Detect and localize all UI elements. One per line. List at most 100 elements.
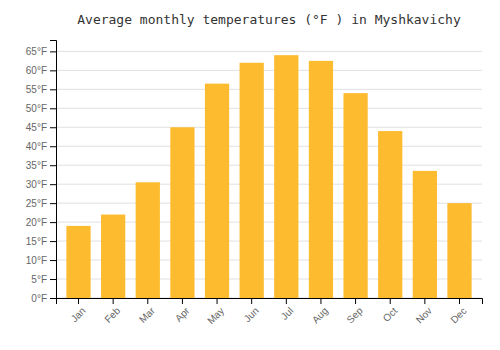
y-tick-label: 50°F: [26, 103, 47, 114]
x-tick: Sep: [344, 298, 365, 325]
y-tick-label: 10°F: [26, 255, 47, 266]
bar: [447, 203, 471, 298]
y-tick-label: 5°F: [31, 274, 47, 285]
y-tick-mark: [50, 279, 56, 280]
y-tick: 20°F: [26, 217, 56, 228]
y-tick-mark: [50, 70, 56, 71]
y-tick: 40°F: [26, 141, 56, 152]
y-tick: 60°F: [26, 65, 56, 76]
y-tick-label: 25°F: [26, 198, 47, 209]
x-tick: May: [205, 298, 226, 326]
x-tick-label: Jan: [69, 305, 88, 324]
x-tick: Feb: [102, 298, 122, 325]
y-tick: 50°F: [26, 103, 56, 114]
x-tick: Aug: [310, 298, 330, 325]
y-tick: 45°F: [26, 122, 56, 133]
grid-line: [56, 165, 482, 166]
y-tick: 10°F: [26, 255, 56, 266]
x-tick: Jul: [279, 298, 296, 322]
y-tick-mark: [50, 203, 56, 204]
chart: 0°F 5°F 10°F 15°F 20°F 25°F 30°F 35°F 40°F 45°F 50…: [0, 0, 500, 350]
y-tick: 0°F: [31, 293, 56, 304]
y-tick: 25°F: [26, 198, 56, 209]
x-tick: Oct: [381, 298, 400, 324]
x-tick-label: Nov: [414, 305, 434, 325]
bars: [66, 55, 471, 298]
x-tick-label: Apr: [173, 305, 192, 324]
grid-line: [56, 70, 482, 71]
grid-line: [56, 51, 482, 52]
x-tick-label: May: [205, 305, 226, 326]
y-tick-mark: [50, 165, 56, 166]
y-tick-label: 0°F: [31, 293, 47, 304]
x-tick-mark: [217, 298, 218, 304]
x-tick: Apr: [173, 298, 192, 324]
y-tick-label: 30°F: [26, 179, 47, 190]
y-tick-mark: [50, 241, 56, 242]
grid-line: [56, 127, 482, 128]
x-tick-mark: [355, 298, 356, 304]
y-tick: 5°F: [31, 274, 56, 285]
x-tick-mark: [459, 298, 460, 304]
x-tick: Jun: [242, 298, 261, 324]
bar: [378, 131, 402, 298]
grid-line: [56, 146, 482, 147]
bar: [413, 171, 437, 298]
y-tick-mark: [50, 108, 56, 109]
plot: 0°F 5°F 10°F 15°F 20°F 25°F 30°F 35°F 40°F 45°F 50…: [26, 41, 483, 327]
y-tick-label: 55°F: [26, 84, 47, 95]
y-tick-label: 45°F: [26, 122, 47, 133]
y-tick-label: 65°F: [26, 46, 47, 57]
x-tick: Mar: [137, 298, 157, 325]
x-tick: Dec: [448, 298, 468, 325]
bar: [240, 63, 264, 298]
y-axis-line: [50, 41, 57, 299]
y-tick-label: 20°F: [26, 217, 47, 228]
y-tick: 15°F: [26, 236, 56, 247]
y-tick: 65°F: [26, 46, 56, 57]
y-tick-label: 35°F: [26, 160, 47, 171]
y-tick: 30°F: [26, 179, 56, 190]
bar: [205, 84, 229, 298]
grid-line: [56, 89, 482, 90]
y-tick: 55°F: [26, 84, 56, 95]
x-tick-label: Dec: [448, 305, 468, 325]
bar: [309, 61, 333, 298]
grid: [56, 51, 482, 298]
y-tick-mark: [50, 127, 56, 128]
x-axis: Jan Feb Mar Apr May Jun Jul Aug Sep Oct Nov Dec: [57, 298, 483, 326]
x-tick-label: Jul: [279, 305, 296, 322]
y-tick-mark: [50, 298, 56, 299]
y-tick-mark: [50, 260, 56, 261]
x-tick-mark: [182, 298, 183, 304]
x-tick-mark: [424, 298, 425, 304]
x-tick-mark: [286, 298, 287, 304]
x-axis-line: [57, 299, 483, 305]
x-tick-label: Sep: [344, 305, 365, 326]
x-tick-mark: [320, 298, 321, 304]
title: Average monthly temperatures (°F ) in My…: [77, 12, 461, 27]
y-tick-mark: [50, 222, 56, 223]
x-tick-mark: [390, 298, 391, 304]
bar: [274, 55, 298, 298]
y-tick-mark: [50, 146, 56, 147]
y-tick-mark: [50, 184, 56, 185]
y-tick-label: 15°F: [26, 236, 47, 247]
bar: [136, 182, 160, 298]
grid-line: [56, 108, 482, 109]
x-tick-mark: [147, 298, 148, 304]
x-tick-label: Oct: [381, 305, 400, 324]
y-tick-mark: [50, 89, 56, 90]
y-tick-label: 40°F: [26, 141, 47, 152]
y-tick: 35°F: [26, 160, 56, 171]
x-tick-label: Jun: [242, 305, 261, 324]
x-tick-mark: [251, 298, 252, 304]
x-tick-mark: [113, 298, 114, 304]
x-tick: Nov: [414, 298, 434, 325]
y-tick-mark: [50, 51, 56, 52]
x-tick-mark: [78, 298, 79, 304]
bar: [101, 215, 125, 298]
bar: [343, 93, 367, 298]
y-axis: 0°F 5°F 10°F 15°F 20°F 25°F 30°F 35°F 40°F 45°F 50…: [26, 41, 57, 304]
x-tick-label: Mar: [137, 305, 157, 325]
